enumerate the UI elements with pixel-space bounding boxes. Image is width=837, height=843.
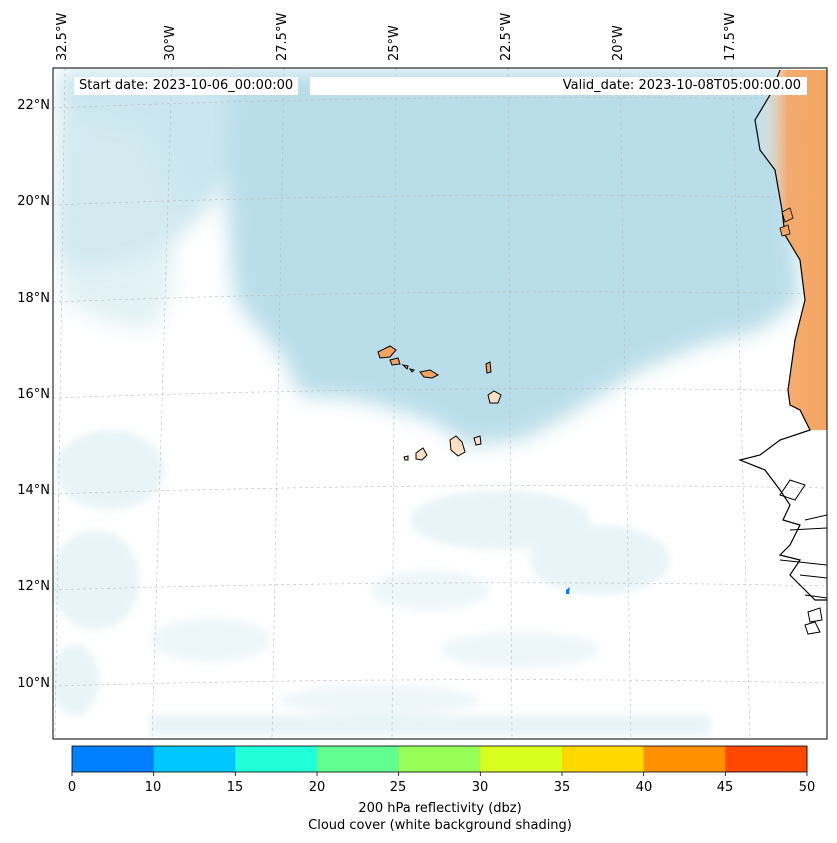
lat-label-16n: 16°N — [17, 387, 50, 402]
lon-label-30w: 30°W — [163, 25, 178, 61]
colorbar-segment — [235, 746, 318, 772]
gridlines — [53, 68, 827, 739]
colorbar-tick: 50 — [798, 780, 816, 795]
colorbar-tick: 10 — [144, 780, 162, 795]
colorbar-label-reflectivity: 200 hPa reflectivity (dbz) — [358, 801, 522, 816]
colorbar-tick: 15 — [226, 780, 244, 795]
colorbar-segment — [480, 746, 563, 772]
map-frame — [52, 67, 828, 740]
colorbar-label-cloud-cover: Cloud cover (white background shading) — [308, 818, 572, 833]
colorbar-segment — [643, 746, 726, 772]
africa-coast — [738, 69, 827, 635]
start-date-label: Start date: 2023-10-06_00:00:00 — [74, 77, 299, 95]
colorbar-frame — [71, 745, 808, 773]
lon-label-22.5w: 22.5°W — [499, 12, 514, 61]
colorbar — [71, 745, 808, 776]
valid-date-label: Valid_date: 2023-10-08T05:00:00.00 — [310, 77, 807, 95]
colorbar-tick: 40 — [635, 780, 653, 795]
colorbar-segment — [72, 746, 155, 772]
colorbar-segment — [153, 746, 236, 772]
colorbar-tick: 0 — [67, 780, 77, 795]
lon-label-17.5w: 17.5°W — [723, 12, 738, 61]
lat-label-10n: 10°N — [17, 676, 50, 691]
lon-label-20w: 20°W — [611, 25, 626, 61]
lat-label-20n: 20°N — [17, 194, 50, 209]
lon-label-32.5w: 32.5°W — [55, 12, 70, 61]
colorbar-tick: 45 — [716, 780, 734, 795]
reflectivity-blip — [566, 587, 570, 594]
lat-label-18n: 18°N — [17, 291, 50, 306]
colorbar-tick: 25 — [389, 780, 407, 795]
cloud-cover-shading — [53, 70, 800, 735]
colorbar-tick: 35 — [553, 780, 571, 795]
colorbar-segment — [725, 746, 808, 772]
lat-label-14n: 14°N — [17, 483, 50, 498]
colorbar-segment — [562, 746, 645, 772]
lat-label-12n: 12°N — [17, 579, 50, 594]
lon-label-27.5w: 27.5°W — [275, 12, 290, 61]
colorbar-tick: 30 — [471, 780, 489, 795]
colorbar-segment — [398, 746, 481, 772]
lat-label-22n: 22°N — [17, 98, 50, 113]
cape-verde-islands — [377, 345, 502, 461]
lon-label-25w: 25°W — [387, 25, 402, 61]
colorbar-segment — [317, 746, 400, 772]
colorbar-tick: 20 — [308, 780, 326, 795]
